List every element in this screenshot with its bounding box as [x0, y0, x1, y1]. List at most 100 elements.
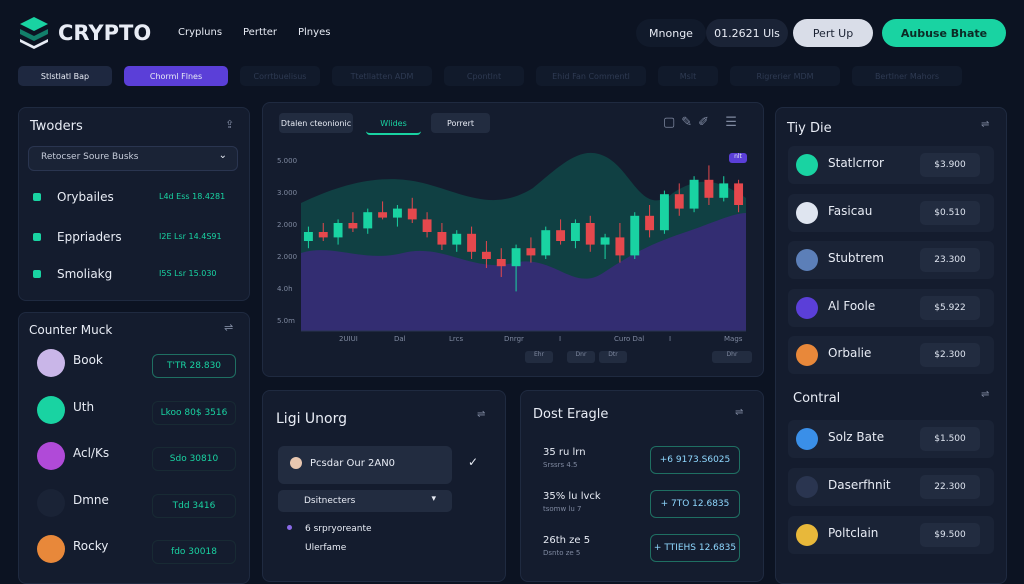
- coin-value[interactable]: $3.900: [920, 153, 980, 177]
- light-panel: Ligi Unorg ⇌ Pcsdar Our 2AN0 ✓ Dsitnecte…: [262, 390, 506, 582]
- logo: CRYPTO: [58, 21, 152, 45]
- x-label: Curo Dal: [614, 335, 644, 343]
- coin-icon: [796, 476, 818, 498]
- panel-title: Ligi Unorg: [276, 411, 347, 427]
- coin-value[interactable]: 22.300: [920, 475, 980, 499]
- tab[interactable]: Chorml Flnes: [124, 66, 228, 86]
- avatar: [37, 395, 65, 424]
- card-text: Pcsdar Our 2AN0: [310, 458, 396, 469]
- signup-button[interactable]: Pert Up: [793, 19, 873, 47]
- list-row[interactable]: Statlcrror $3.900: [788, 146, 994, 184]
- candle-body: [600, 237, 610, 245]
- area-purple: [301, 213, 746, 331]
- list-row[interactable]: Solz Bate $1.500: [788, 420, 994, 458]
- chart-footer-button[interactable]: Ehr: [525, 351, 553, 363]
- tab[interactable]: Mslt: [658, 66, 718, 86]
- avatar: [37, 349, 65, 377]
- deal-name: 35 ru lrn: [543, 447, 586, 458]
- candle-body: [526, 248, 536, 256]
- action-button[interactable]: Aubuse Bhate: [882, 19, 1006, 47]
- icon[interactable]: ⇌: [735, 407, 744, 418]
- candle-body: [511, 248, 521, 267]
- manage[interactable]: Mnonge: [636, 19, 706, 47]
- candle-body: [378, 212, 388, 218]
- coin-value[interactable]: $0.510: [920, 200, 980, 225]
- coin-value[interactable]: $2.300: [920, 343, 980, 367]
- counter-value[interactable]: fdo 30018: [152, 540, 236, 564]
- counter-name: Dmne: [73, 492, 109, 507]
- coin-name: Al Foole: [828, 298, 876, 313]
- tab[interactable]: Corrtbuelisus: [240, 66, 320, 86]
- candle-body: [674, 194, 684, 209]
- deal-name: 35% lu lvck: [543, 491, 601, 502]
- chart-tab[interactable]: Wlides: [366, 113, 421, 135]
- list-row[interactable]: Poltclain $9.500: [788, 516, 994, 554]
- list-row[interactable]: Daserfhnit 22.300: [788, 468, 994, 506]
- counter-value[interactable]: Tdd 3416: [152, 493, 236, 518]
- candle-body: [348, 223, 358, 229]
- nav-link[interactable]: Plnyes: [298, 27, 331, 38]
- counter-value[interactable]: T'TR 28.830: [152, 354, 236, 378]
- select[interactable]: Retocser Soure Busks ⌄: [28, 146, 238, 171]
- nav-link[interactable]: Crypluns: [178, 27, 223, 38]
- dropdown-text: Dsitnecters: [304, 496, 356, 506]
- tab[interactable]: Rigrerier MDM: [730, 66, 840, 86]
- coin-name: Fasicau: [828, 203, 873, 218]
- deal-value[interactable]: +6 9173.S6025: [650, 446, 740, 474]
- deal-value[interactable]: + 7TO 12.6835: [650, 490, 740, 518]
- candle-body: [630, 215, 640, 256]
- coin-icon: [796, 428, 818, 450]
- coin-name: Daserfhnit: [828, 478, 891, 492]
- candle-body: [392, 208, 402, 218]
- chart-tab[interactable]: Dtalen cteonionic: [279, 113, 353, 133]
- chart-footer-button[interactable]: Dhr: [712, 351, 752, 363]
- candle-body: [452, 233, 462, 245]
- logo-icon: [20, 17, 48, 49]
- y-label: 4.0h: [277, 285, 293, 293]
- icon[interactable]: ⇌: [981, 119, 990, 130]
- deal-sub: Srssrs 4.5: [543, 461, 578, 469]
- trader-name: Eppriaders: [57, 230, 122, 244]
- list-row[interactable]: Fasicau $0.510: [788, 193, 994, 232]
- nav-link[interactable]: Pertter: [243, 27, 278, 38]
- coin-icon: [796, 344, 818, 366]
- chart-footer-button[interactable]: Dnr: [567, 351, 595, 363]
- icon[interactable]: ⇌: [224, 321, 234, 334]
- chart-footer-button[interactable]: Dtr: [599, 351, 627, 363]
- chart-tab[interactable]: Porrert: [431, 113, 490, 133]
- icon[interactable]: ⇌: [981, 389, 990, 400]
- tab[interactable]: Ttetllatten ADM: [332, 66, 432, 86]
- tab[interactable]: Cpontlnt: [444, 66, 524, 86]
- x-label: I: [669, 335, 671, 343]
- counter-value[interactable]: Sdo 30810: [152, 447, 236, 471]
- tab[interactable]: Ehid Fan Commentl: [536, 66, 646, 86]
- tab[interactable]: Bertlner Mahors: [852, 66, 962, 86]
- panel-title: Tiy Die: [787, 121, 832, 136]
- counter-value[interactable]: Lkoo 80$ 3516: [152, 400, 236, 425]
- toolbar[interactable]: ▢✎✐ ☰: [663, 115, 743, 130]
- candle-body: [541, 230, 551, 256]
- trader-value: I2E Lsr 14.4S91: [159, 232, 222, 241]
- icon[interactable]: ⇌: [477, 409, 486, 420]
- trader-value: I5S Lsr 15.030: [159, 269, 217, 278]
- y-label: 3.000: [277, 189, 297, 197]
- list-row[interactable]: Stubtrem 23.300: [788, 241, 994, 279]
- dot: [33, 270, 41, 278]
- list-row[interactable]: Orbalie $2.300: [788, 336, 994, 374]
- dot: [33, 193, 41, 201]
- candle-body: [481, 251, 491, 259]
- coin-value[interactable]: $9.500: [920, 523, 980, 547]
- coin-value[interactable]: 23.300: [920, 248, 980, 272]
- coin-value[interactable]: $1.500: [920, 427, 980, 451]
- list-row[interactable]: Al Foole $5.922: [788, 288, 994, 327]
- card[interactable]: Pcsdar Our 2AN0: [278, 446, 452, 484]
- bullet: [287, 525, 292, 530]
- avatar: [37, 442, 65, 470]
- chart: 5.000 3.000 2.000 2.000 4.0h 5.0m 2UIUI Dal Lrcs…: [277, 152, 746, 343]
- counter-name: Uth: [73, 399, 95, 414]
- coin-value[interactable]: $5.922: [920, 295, 980, 320]
- icon[interactable]: ⇪: [225, 118, 235, 131]
- dropdown[interactable]: Dsitnecters ▾: [278, 490, 452, 512]
- deal-value[interactable]: + TTIEHS 12.6835: [650, 534, 740, 562]
- tab[interactable]: Stlstlatl Bap: [18, 66, 112, 86]
